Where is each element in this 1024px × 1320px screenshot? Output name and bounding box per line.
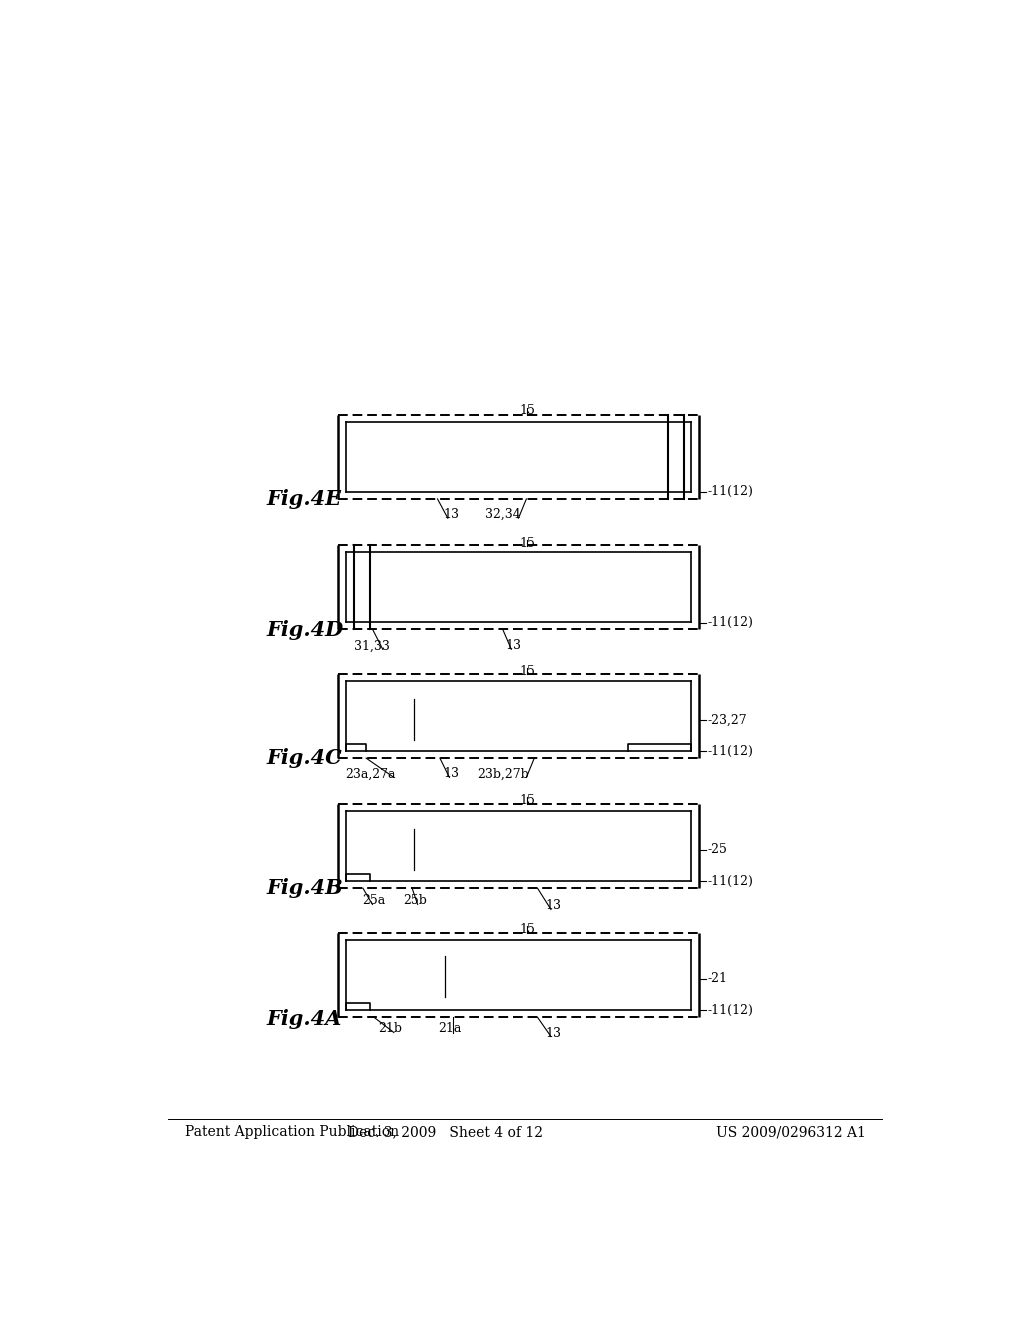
Text: -23,27: -23,27 (708, 714, 746, 727)
Text: Fig.4E: Fig.4E (267, 488, 342, 510)
Text: 32,34: 32,34 (484, 508, 520, 521)
Text: 21b: 21b (378, 1022, 401, 1035)
Text: -21: -21 (708, 972, 727, 985)
Text: -25: -25 (708, 843, 727, 857)
Text: -11(12): -11(12) (708, 875, 754, 887)
Text: US 2009/0296312 A1: US 2009/0296312 A1 (716, 1125, 866, 1139)
Text: 15: 15 (519, 793, 536, 807)
Text: 25b: 25b (403, 895, 427, 907)
Text: Fig.4C: Fig.4C (267, 748, 343, 768)
Text: 13: 13 (506, 639, 521, 652)
Text: -11(12): -11(12) (708, 616, 754, 630)
Text: 15: 15 (519, 923, 536, 936)
Text: 13: 13 (443, 508, 460, 521)
Text: 25a: 25a (362, 895, 386, 907)
Text: Fig.4A: Fig.4A (267, 1010, 342, 1030)
Text: 31,33: 31,33 (354, 639, 390, 652)
Text: -11(12): -11(12) (708, 744, 754, 758)
Text: 23b,27b: 23b,27b (477, 767, 528, 780)
Text: 13: 13 (443, 767, 460, 780)
Text: 21a: 21a (437, 1022, 461, 1035)
Text: 13: 13 (546, 1027, 561, 1040)
Text: 15: 15 (519, 664, 536, 677)
Text: -11(12): -11(12) (708, 486, 754, 498)
Text: Fig.4D: Fig.4D (267, 620, 344, 640)
Text: Fig.4B: Fig.4B (267, 878, 344, 899)
Text: 15: 15 (519, 536, 536, 549)
Text: -11(12): -11(12) (708, 1003, 754, 1016)
Text: 23a,27a: 23a,27a (345, 767, 396, 780)
Text: Patent Application Publication: Patent Application Publication (185, 1125, 399, 1139)
Text: 15: 15 (519, 404, 536, 417)
Text: 13: 13 (546, 899, 561, 912)
Text: Dec. 3, 2009   Sheet 4 of 12: Dec. 3, 2009 Sheet 4 of 12 (348, 1125, 543, 1139)
